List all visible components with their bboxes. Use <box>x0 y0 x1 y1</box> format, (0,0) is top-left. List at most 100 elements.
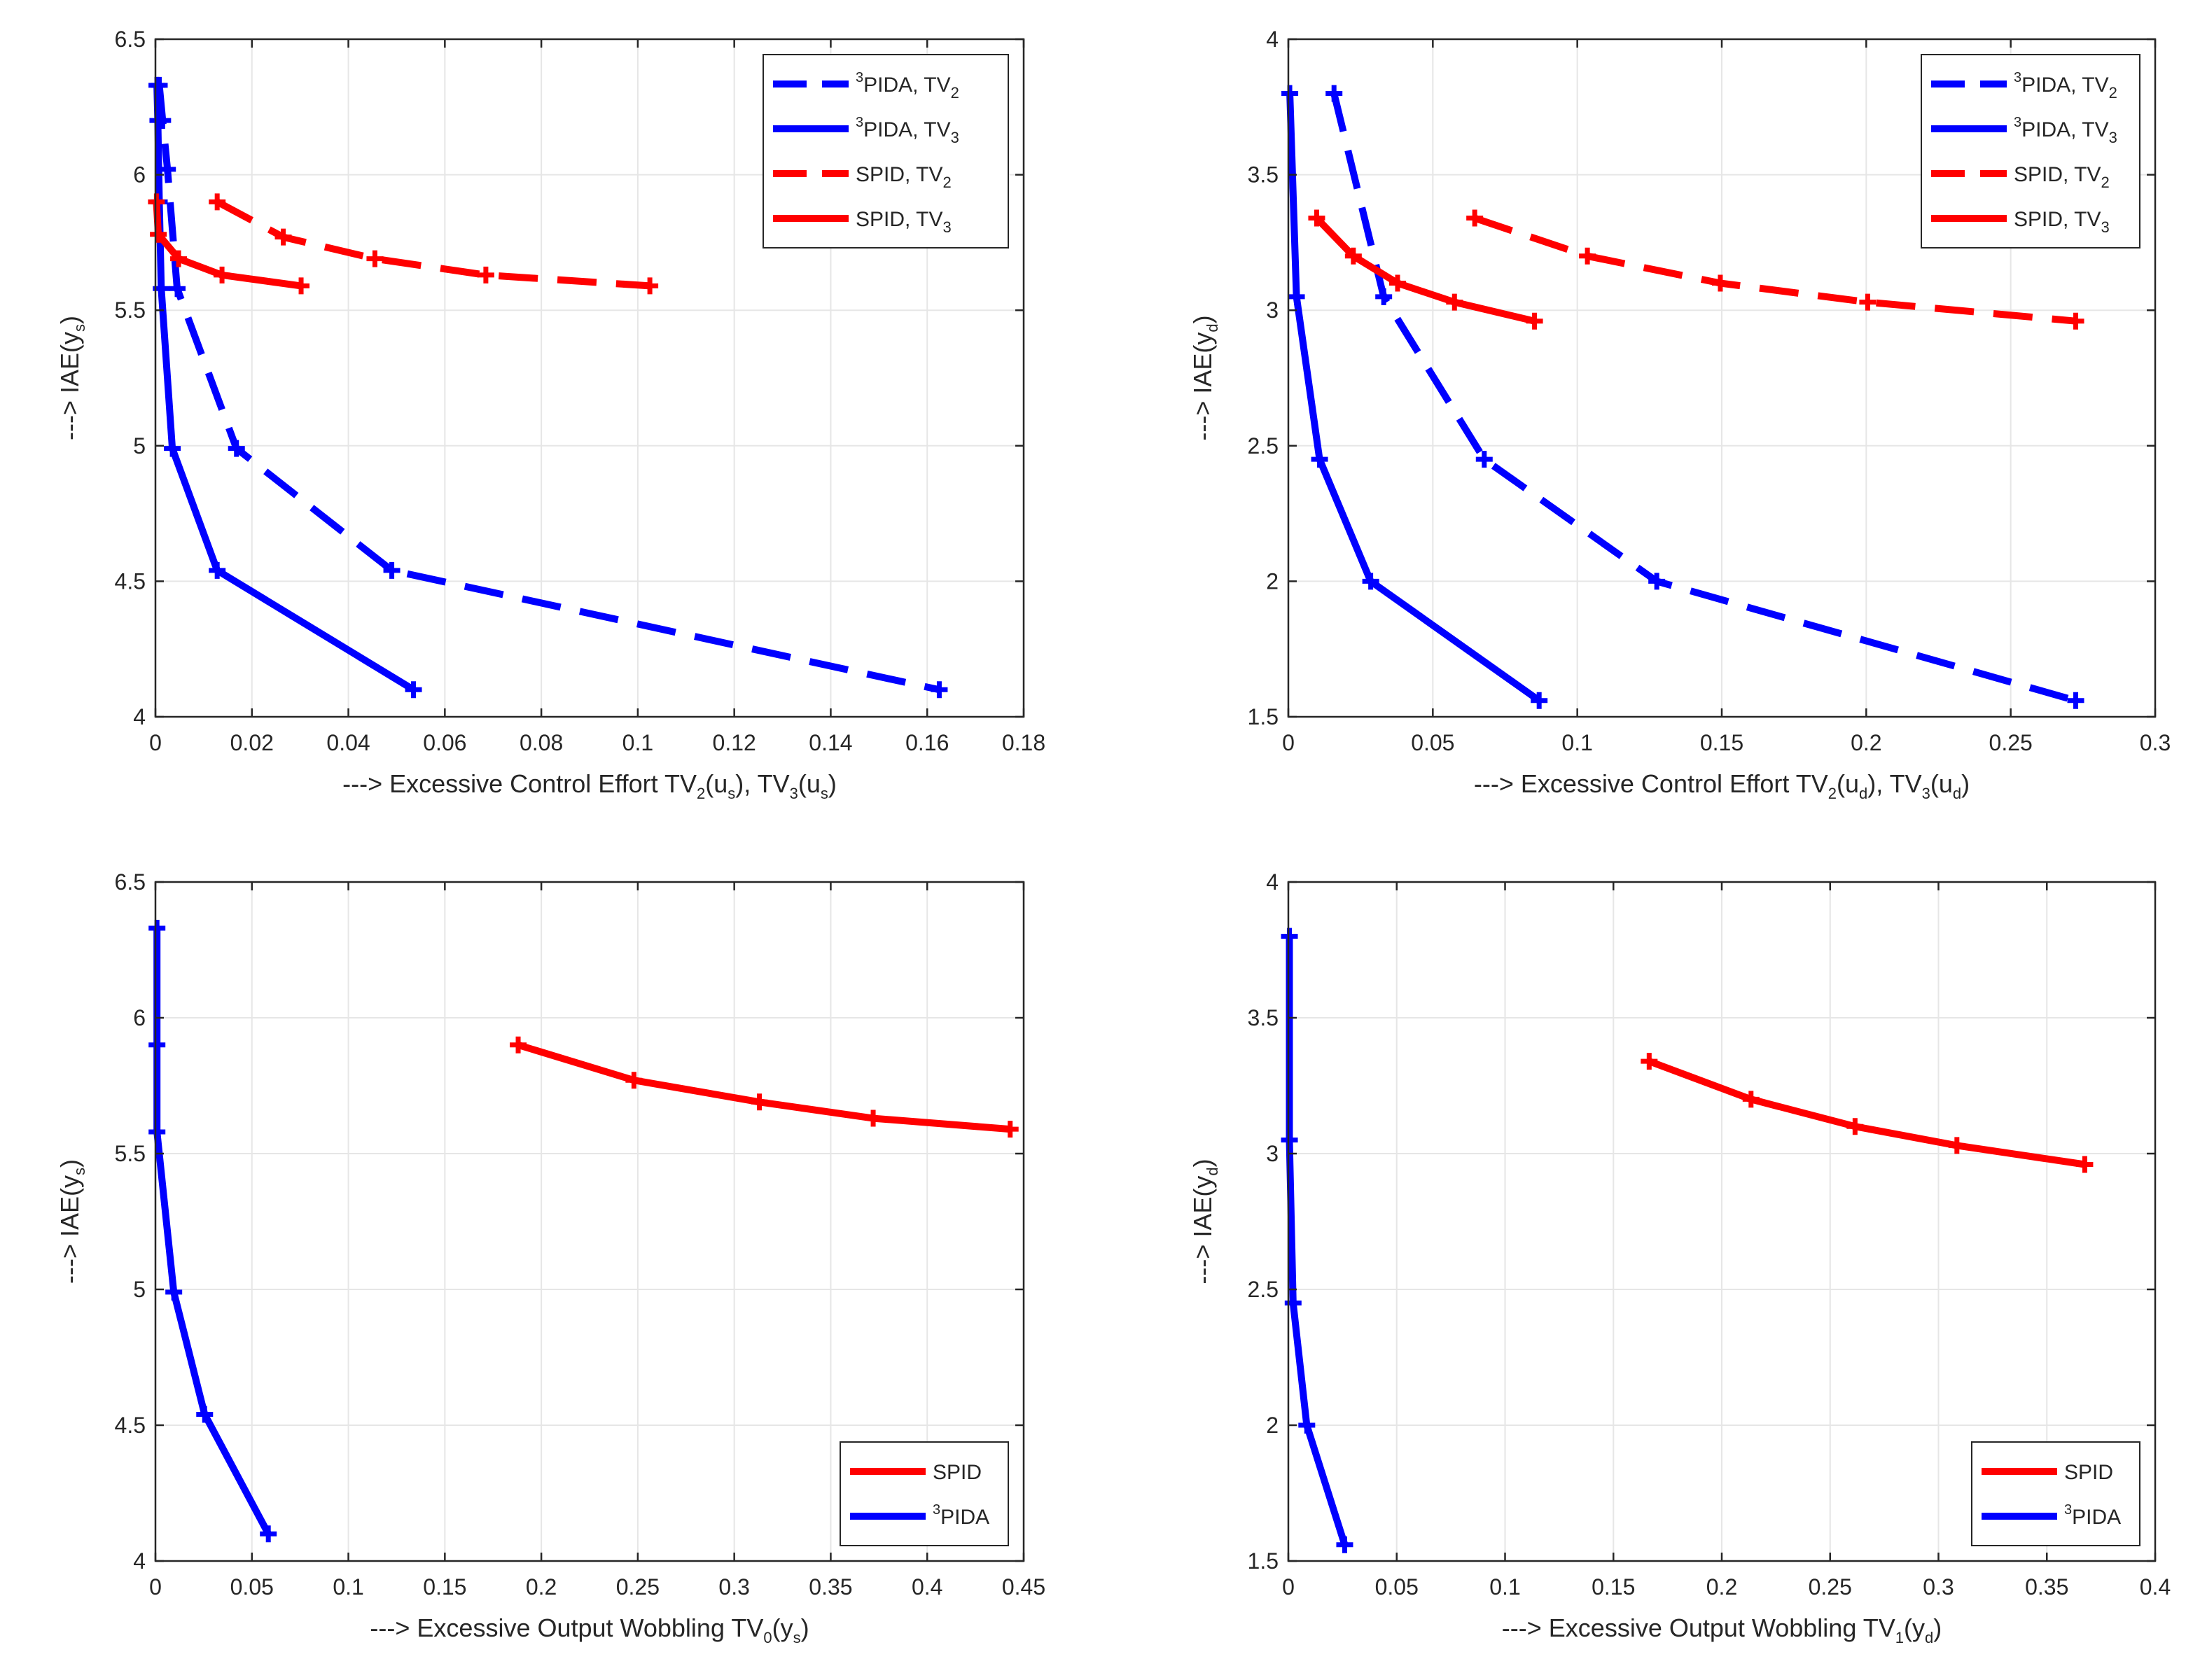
x-tick-label: 0.04 <box>326 730 370 755</box>
y-tick-label: 2 <box>1266 1413 1279 1438</box>
data-point-marker <box>260 1525 277 1543</box>
label-text: ) <box>1188 1158 1217 1167</box>
y-tick-label: 4 <box>133 704 146 729</box>
label-text: SPID <box>2064 1461 2113 1484</box>
y-tick-label: 3.5 <box>1248 162 1279 188</box>
y-tick-label: 6 <box>133 162 146 188</box>
series-spid <box>1641 1053 2094 1173</box>
legend-item: SPID, TV2 <box>773 163 952 191</box>
legend-item: 3PIDA, TV3 <box>1931 115 2117 146</box>
legend-item: SPID, TV3 <box>1931 208 2110 236</box>
x-tick-label: 0.4 <box>2140 1574 2171 1600</box>
data-point-marker <box>1001 1121 1019 1138</box>
y-tick-label: 4.5 <box>115 568 146 594</box>
x-tick-label: 0.05 <box>1411 730 1454 755</box>
legend-label: SPID <box>2064 1461 2113 1484</box>
y-tick-label: 3.5 <box>1248 1005 1279 1030</box>
label-text: PIDA <box>940 1506 989 1529</box>
subscript: 2 <box>2109 84 2117 102</box>
y-axis-label-text: ---> IAE(y <box>55 1175 84 1284</box>
subscript: 3 <box>1922 785 1930 802</box>
label-text: ), TV <box>735 769 789 798</box>
data-point-marker <box>1475 451 1493 468</box>
series-3pida <box>148 919 277 1543</box>
x-axis-label: ---> Excessive Control Effort TV2(ud), T… <box>1474 769 1970 802</box>
data-point-marker <box>477 266 494 284</box>
data-point-marker <box>165 1283 183 1301</box>
data-point-marker <box>228 440 245 457</box>
x-tick-label: 0 <box>149 1574 162 1600</box>
y-tick-label: 1.5 <box>1248 1548 1279 1574</box>
y-tick-label: 6.5 <box>115 869 146 895</box>
series-3pida-tv3 <box>1281 85 1548 709</box>
label-text: (y <box>1904 1614 1925 1642</box>
subscript: s <box>71 324 88 332</box>
superscript: 3 <box>2014 115 2021 130</box>
x-tick-label: 0.1 <box>1561 730 1592 755</box>
x-tick-label: 0.1 <box>1489 1574 1520 1600</box>
y-tick-label: 6.5 <box>115 27 146 52</box>
data-point-marker <box>366 250 384 267</box>
data-point-marker <box>148 919 166 937</box>
x-tick-label: 0.3 <box>2140 730 2171 755</box>
data-point-marker <box>196 1406 214 1423</box>
x-tick-label: 0.14 <box>809 730 852 755</box>
y-tick-label: 4.5 <box>115 1413 146 1438</box>
data-point-marker <box>209 193 226 211</box>
legend-item: 3PIDA, TV2 <box>773 70 959 102</box>
label-text: ) <box>55 316 84 324</box>
label-text: PIDA, TV <box>2021 74 2108 97</box>
subscript: d <box>1953 785 1961 802</box>
data-point-marker <box>1298 1417 1316 1434</box>
x-tick-label: 0.15 <box>423 1574 466 1600</box>
data-point-marker <box>751 1093 768 1111</box>
data-point-marker <box>1336 1536 1353 1553</box>
data-point-marker <box>1288 288 1305 305</box>
x-tick-label: 0.1 <box>333 1574 363 1600</box>
x-tick-label: 0 <box>1282 730 1295 755</box>
data-point-marker <box>1375 288 1393 305</box>
data-point-marker <box>1388 274 1406 292</box>
data-point-marker <box>150 225 167 243</box>
y-axis-label-text: ---> IAE(y <box>1188 332 1217 441</box>
data-point-marker <box>1648 573 1666 590</box>
label-text: ) <box>1933 1614 1942 1642</box>
x-axis-label: ---> Excessive Output Wobbling TV1(yd) <box>1502 1614 1942 1646</box>
label-text: PIDA, TV <box>863 118 950 141</box>
x-tick-label: 0.06 <box>423 730 466 755</box>
legend-item: SPID, TV2 <box>1931 163 2110 191</box>
gridlines <box>1288 882 2155 1561</box>
subscript: 3 <box>2101 218 2109 236</box>
subscript: 2 <box>1828 785 1837 802</box>
x-tick-label: 0.02 <box>230 730 274 755</box>
data-point-marker <box>169 280 186 298</box>
x-tick-label: 0.2 <box>1706 1574 1737 1600</box>
legend-label: 3PIDA, TV2 <box>2014 70 2117 102</box>
superscript: 3 <box>2014 70 2021 85</box>
legend-item: 3PIDA, TV2 <box>1931 70 2117 102</box>
x-tick-label: 0.05 <box>230 1574 274 1600</box>
data-point-marker <box>1466 209 1484 227</box>
data-point-marker <box>164 440 181 457</box>
chart-top-right: 0 0.05 0.1 0.15 0.2 0.25 0.3 1.5 2 2.5 3 3.5 4 ---> E… <box>1188 27 2171 802</box>
legend-label: SPID, TV2 <box>2014 163 2110 191</box>
legend-item: SPID <box>1982 1461 2113 1484</box>
tick-marks <box>154 38 1025 718</box>
superscript: 3 <box>933 1502 940 1518</box>
label-text: SPID <box>933 1461 982 1484</box>
y-tick-label: 2 <box>1266 568 1279 594</box>
x-tick-label: 0.25 <box>1809 1574 1852 1600</box>
label-text: ), TV <box>1867 769 1921 798</box>
x-axis-label: ---> Excessive Control Effort TV2(us), T… <box>342 769 837 802</box>
data-point-marker <box>1531 692 1548 709</box>
data-point-marker <box>170 250 188 267</box>
x-axis-label: ---> Excessive Output Wobbling TV0(ys) <box>370 1614 809 1646</box>
legend-item: 3PIDA <box>1982 1502 2121 1529</box>
label-text: ) <box>55 1159 84 1168</box>
legend-label: 3PIDA, TV3 <box>856 115 959 146</box>
data-point-marker <box>1281 927 1298 945</box>
x-tick-label: 0.4 <box>912 1574 942 1600</box>
label-text: SPID, TV <box>856 208 942 231</box>
y-tick-label: 6 <box>133 1005 146 1030</box>
